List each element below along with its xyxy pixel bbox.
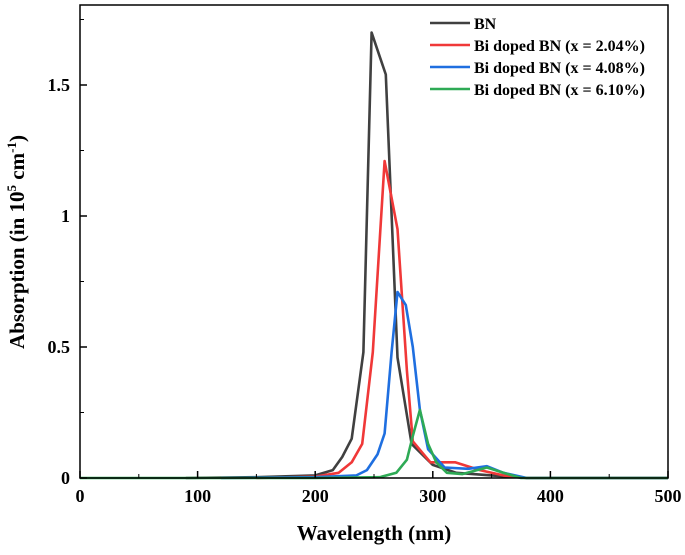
y-axis-label: Absorption (in 105 cm-1): [4, 135, 29, 349]
x-tick-label: 300: [419, 486, 446, 506]
series-line-2: [221, 290, 668, 480]
x-axis-label: Wavelength (nm): [297, 521, 452, 545]
x-tick-label: 200: [302, 486, 329, 506]
legend-label: Bi doped BN (x = 2.04%): [474, 38, 645, 55]
y-tick-label: 0.5: [48, 337, 71, 357]
series-line-3: [80, 408, 668, 480]
x-tick-label: 400: [537, 486, 564, 506]
series-line-1: [256, 159, 668, 480]
x-tick-label: 500: [655, 486, 682, 506]
y-tick-label: 1: [61, 206, 70, 226]
legend: BN Bi doped BN (x = 2.04%) Bi doped BN (x …: [430, 16, 645, 99]
y-tick-label: 1.5: [48, 75, 71, 95]
legend-label: BN: [474, 16, 497, 33]
legend-label: Bi doped BN (x = 4.08%): [474, 60, 645, 77]
y-tick-label: 0: [61, 468, 70, 488]
ticks-layer: 0 100 200 300 400 500 0 0.5 1 1.5: [48, 19, 682, 506]
x-tick-label: 100: [184, 486, 211, 506]
legend-label: Bi doped BN (x = 6.10%): [474, 82, 645, 99]
series-layer: [80, 31, 668, 480]
x-tick-label: 0: [76, 486, 85, 506]
series-line-0: [185, 31, 668, 480]
